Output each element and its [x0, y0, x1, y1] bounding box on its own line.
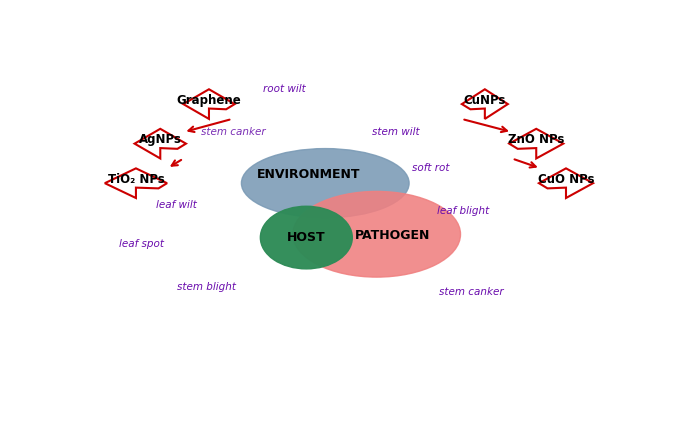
Ellipse shape — [242, 149, 409, 218]
Text: leaf wilt: leaf wilt — [156, 199, 197, 210]
Polygon shape — [509, 129, 563, 158]
Text: root wilt: root wilt — [263, 84, 306, 94]
Polygon shape — [105, 168, 167, 198]
Text: stem blight: stem blight — [177, 282, 236, 292]
Text: ENVIRONMENT: ENVIRONMENT — [258, 169, 361, 181]
Text: stem wilt: stem wilt — [372, 127, 419, 137]
Text: ZnO NPs: ZnO NPs — [508, 133, 565, 146]
Text: stem canker: stem canker — [201, 127, 266, 137]
Text: leaf blight: leaf blight — [437, 206, 489, 216]
Ellipse shape — [260, 206, 352, 269]
Text: TiO₂ NPs: TiO₂ NPs — [107, 173, 164, 186]
Text: leaf spot: leaf spot — [119, 239, 164, 249]
Text: Graphene: Graphene — [177, 94, 242, 107]
Polygon shape — [135, 129, 186, 158]
Text: stem canker: stem canker — [439, 287, 504, 297]
Text: HOST: HOST — [287, 231, 326, 244]
Text: CuO NPs: CuO NPs — [537, 173, 594, 186]
Ellipse shape — [293, 191, 461, 277]
Polygon shape — [539, 168, 593, 198]
Polygon shape — [184, 89, 235, 119]
Text: CuNPs: CuNPs — [463, 94, 506, 107]
Text: PATHOGEN: PATHOGEN — [355, 229, 431, 242]
Text: soft rot: soft rot — [412, 163, 450, 173]
Polygon shape — [462, 89, 508, 119]
Text: AgNPs: AgNPs — [139, 133, 181, 146]
